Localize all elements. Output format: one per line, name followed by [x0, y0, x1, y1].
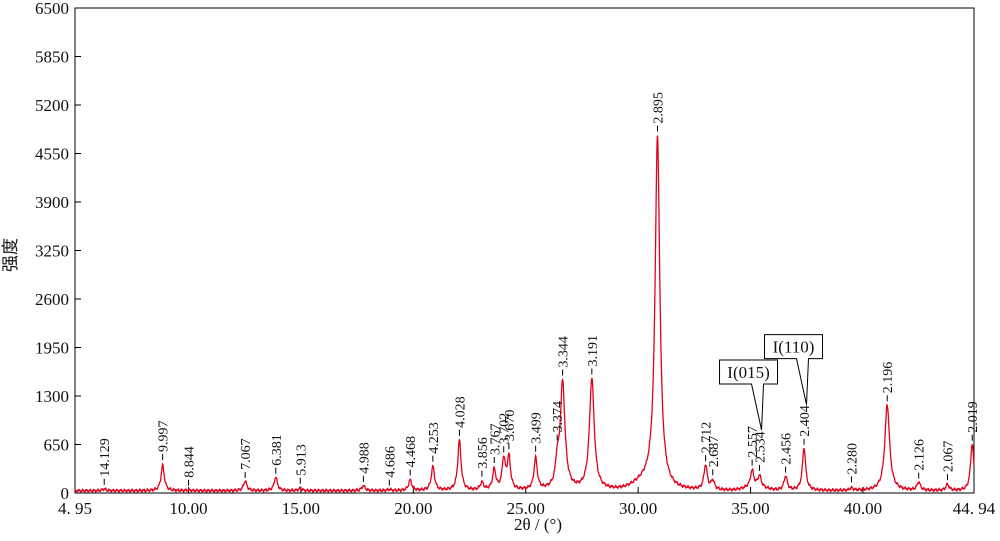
- peak-label: 5.913: [294, 444, 309, 476]
- peak-label: 2.895: [651, 92, 666, 124]
- peak-label: 3.191: [586, 335, 601, 367]
- peak-label: 2.404: [798, 405, 813, 437]
- x-tick-label: 4. 95: [58, 499, 92, 518]
- peak-label: 4.028: [453, 396, 468, 428]
- y-tick-label: 1950: [35, 339, 69, 358]
- peak-label: 7.067: [239, 438, 254, 470]
- peak-label: 2.126: [913, 439, 928, 471]
- peak-label: 14.129: [98, 438, 113, 477]
- y-tick-label: 650: [44, 436, 70, 455]
- callout-label: I(015): [727, 363, 769, 382]
- peak-label: 4.686: [383, 446, 398, 478]
- y-tick-label: 2600: [35, 290, 69, 309]
- peak-label: 3.499: [530, 412, 545, 444]
- y-tick-label: 1300: [35, 387, 69, 406]
- peak-label: 8.844: [183, 446, 198, 478]
- peak-label: 2.687: [707, 436, 722, 468]
- peak-label: 3.344: [557, 336, 572, 368]
- peak-label: 2.534: [754, 431, 769, 463]
- x-axis-title: 2θ / (°): [514, 515, 562, 534]
- y-tick-label: 5850: [35, 48, 69, 67]
- x-tick-label: 40.00: [844, 499, 882, 518]
- peak-label: 9.997: [157, 420, 172, 452]
- x-tick-label: 44. 94: [953, 499, 996, 518]
- y-tick-label: 4550: [35, 145, 69, 164]
- y-tick-label: 3900: [35, 193, 69, 212]
- x-tick-label: 15.00: [282, 499, 320, 518]
- peak-label: 3.670: [503, 410, 518, 442]
- y-tick-label: 6500: [35, 0, 69, 18]
- callout-label: I(110): [773, 338, 815, 357]
- peak-label-layer: 14.129 9.997 8.844 7.067 6.381 5.913 4.988 4.68…: [98, 92, 981, 486]
- peak-label: 2.196: [881, 362, 896, 394]
- plot-frame: [75, 8, 974, 493]
- peak-label: 6.381: [270, 434, 285, 466]
- peak-label: 2.280: [845, 443, 860, 475]
- peak-label: 3.374: [551, 401, 566, 433]
- xrd-pattern-line: [75, 136, 974, 493]
- peak-label: 4.988: [357, 442, 372, 474]
- curve-layer: [75, 136, 974, 493]
- y-tick-label: 3250: [35, 242, 69, 261]
- x-tick-label: 35.00: [731, 499, 769, 518]
- x-tick-label: 10.00: [169, 499, 207, 518]
- peak-label: 2.019: [966, 401, 981, 433]
- peak-label: 2.067: [941, 441, 956, 473]
- x-tick-label: 30.00: [619, 499, 657, 518]
- peak-label: 4.253: [427, 422, 442, 454]
- peak-label: 2.456: [780, 433, 795, 465]
- peak-label: 4.468: [404, 436, 419, 468]
- x-tick-label: 20.00: [394, 499, 432, 518]
- y-axis-title: 强度: [1, 238, 20, 272]
- y-tick-label: 5200: [35, 96, 69, 115]
